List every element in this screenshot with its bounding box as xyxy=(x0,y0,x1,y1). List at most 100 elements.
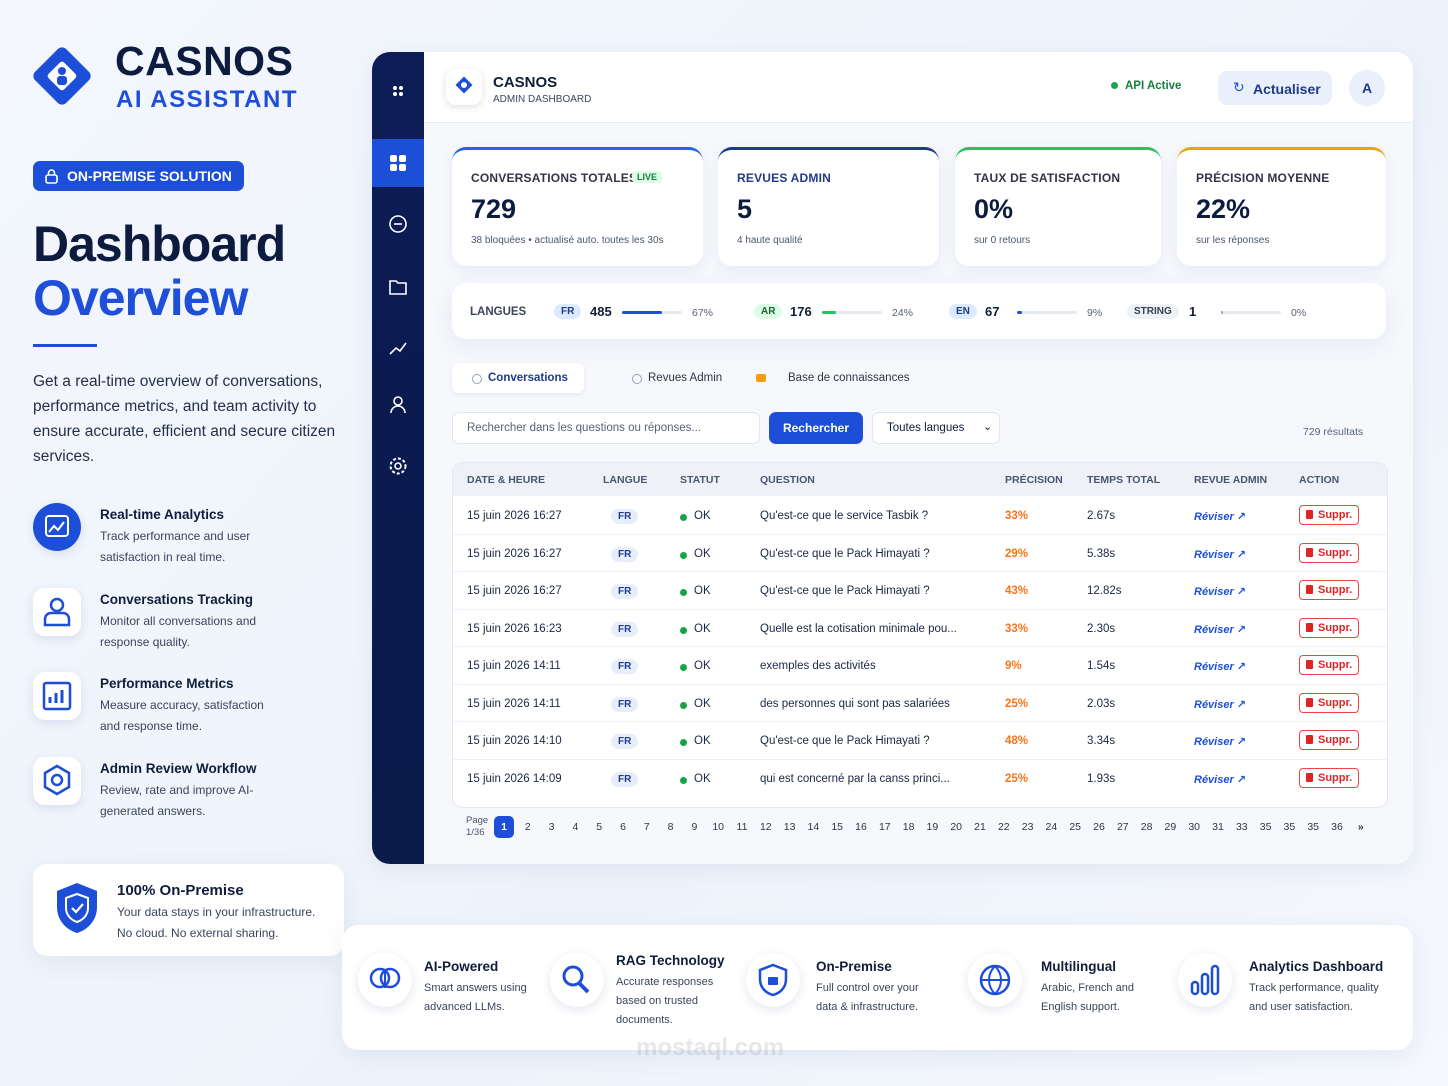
page-button[interactable]: 13 xyxy=(783,821,796,833)
page-button[interactable]: 14 xyxy=(807,821,820,833)
page-button[interactable]: 15 xyxy=(831,821,844,833)
share-label: 9% xyxy=(1087,307,1103,319)
review-link[interactable]: Réviser ↗ xyxy=(1194,698,1247,711)
delete-button[interactable]: Suppr. xyxy=(1299,580,1360,600)
sidebar-icon[interactable] xyxy=(388,81,408,106)
delete-button[interactable]: Suppr. xyxy=(1299,655,1360,675)
status-dot xyxy=(1111,82,1118,89)
page-button[interactable]: 11 xyxy=(736,821,748,833)
divider xyxy=(33,344,97,347)
page-button[interactable]: 19 xyxy=(926,821,939,833)
page-button[interactable]: 16 xyxy=(855,821,867,833)
page-button[interactable]: 4 xyxy=(572,821,579,833)
page-button[interactable]: 28 xyxy=(1140,821,1153,833)
sidebar-icon[interactable] xyxy=(388,276,408,301)
page-button[interactable]: 33 xyxy=(1235,821,1248,833)
sidebar-icon[interactable] xyxy=(388,395,408,420)
language-code: EN xyxy=(949,304,977,319)
delete-button[interactable]: Suppr. xyxy=(1299,617,1360,638)
page-button[interactable]: 36 xyxy=(1331,821,1343,833)
column-header: TEMPS TOTAL xyxy=(1087,474,1161,486)
refresh-button[interactable]: ↻ Actualiser xyxy=(1218,71,1332,105)
page-button[interactable]: 6 xyxy=(620,821,626,833)
feature-text: Track performance and user satisfaction … xyxy=(100,529,251,564)
brand-logo xyxy=(33,47,91,105)
page-button[interactable]: 18 xyxy=(902,821,915,833)
review-link[interactable]: Réviser ↗ xyxy=(1194,736,1247,748)
share-label: 67% xyxy=(692,307,714,319)
language-count: 485 xyxy=(590,304,612,319)
stat-card: CONVERSATIONS TOTALES LIVE 729 38 bloquées … xyxy=(452,147,703,266)
page-button[interactable]: 35 xyxy=(1283,821,1296,833)
status-dot xyxy=(680,551,687,559)
feature-text: Review, rate and improve AI-generated an… xyxy=(100,782,254,818)
page-button[interactable]: 12 xyxy=(759,821,772,833)
page-button[interactable]: 5 xyxy=(596,821,603,833)
delete-button[interactable]: Suppr. xyxy=(1299,730,1360,750)
review-link[interactable]: Réviser ↗ xyxy=(1194,661,1247,673)
feature-icon xyxy=(33,587,81,636)
page-button[interactable]: 23 xyxy=(1021,821,1034,833)
cell-date: 15 juin 2026 16:27 xyxy=(467,510,562,522)
page-button[interactable]: 17 xyxy=(878,821,891,833)
page-button[interactable]: 10 xyxy=(712,821,725,833)
page-button[interactable]: 27 xyxy=(1116,821,1129,833)
cell-time: 2.03s xyxy=(1087,697,1116,710)
feature-text: Measure accuracy, satisfaction and respo… xyxy=(100,698,264,733)
review-link[interactable]: Réviser ↗ xyxy=(1194,548,1247,561)
page-button[interactable]: 8 xyxy=(667,821,674,833)
sidebar-icon[interactable] xyxy=(388,456,408,481)
dashboard-window: CASNOS ADMIN DASHBOARD API Active ↻ Actu… xyxy=(372,52,1413,864)
page-button[interactable]: 3 xyxy=(548,821,555,833)
status-dot xyxy=(680,514,687,521)
page-button[interactable]: 7 xyxy=(643,821,650,833)
page-button[interactable]: 30 xyxy=(1188,821,1201,833)
cell-precision: 9% xyxy=(1005,660,1022,672)
feature-title: Performance Metrics xyxy=(100,676,234,691)
search-button[interactable]: Rechercher xyxy=(769,412,863,444)
search-input[interactable]: Rechercher dans les questions ou réponse… xyxy=(452,412,760,444)
tab[interactable]: Base de connaissances xyxy=(752,363,925,393)
page-button[interactable]: 22 xyxy=(997,821,1010,833)
promise-title: 100% On-Premise xyxy=(117,882,244,899)
page-button[interactable]: 21 xyxy=(974,821,986,833)
share-track xyxy=(1017,311,1077,314)
tab-icon xyxy=(472,374,482,384)
stat-card: TAUX DE SATISFACTION 0% sur 0 retours xyxy=(955,147,1161,266)
cell-question: Qu'est-ce que le Pack Himayati ? xyxy=(760,735,930,747)
tab-icon xyxy=(632,374,642,384)
language-filter[interactable]: Toutes langues ⌄ xyxy=(872,412,1000,444)
sidebar-icon[interactable] xyxy=(388,337,408,362)
sidebar-icon[interactable] xyxy=(388,214,408,239)
page-button[interactable]: 20 xyxy=(950,821,963,833)
page-button[interactable]: 2 xyxy=(524,821,531,833)
tab[interactable]: Revues Admin xyxy=(612,363,738,393)
page-button[interactable]: 24 xyxy=(1045,821,1058,833)
sidebar-icon[interactable] xyxy=(388,153,408,178)
page-button[interactable]: 9 xyxy=(691,821,698,833)
cell-question: Qu'est-ce que le service Tasbik ? xyxy=(760,510,929,522)
next-page[interactable]: » xyxy=(1357,821,1364,833)
cell-language: FR xyxy=(611,659,639,674)
review-link[interactable]: Réviser ↗ xyxy=(1194,773,1247,786)
review-link[interactable]: Réviser ↗ xyxy=(1194,586,1247,598)
review-link[interactable]: Réviser ↗ xyxy=(1194,623,1247,636)
tab[interactable]: Conversations xyxy=(452,363,584,393)
delete-button[interactable]: Suppr. xyxy=(1299,767,1360,788)
page-button[interactable]: 35 xyxy=(1259,821,1272,833)
page-button[interactable]: 1 xyxy=(494,816,514,838)
review-link[interactable]: Réviser ↗ xyxy=(1194,511,1247,523)
trash-icon xyxy=(1306,547,1313,557)
delete-button[interactable]: Suppr. xyxy=(1299,505,1360,525)
page-button[interactable]: 35 xyxy=(1307,821,1320,833)
sidebar xyxy=(372,52,424,864)
page-button[interactable]: 31 xyxy=(1212,821,1224,833)
page-button[interactable]: 25 xyxy=(1069,821,1082,833)
avatar[interactable]: A xyxy=(1349,70,1385,106)
stat-value: 22% xyxy=(1196,194,1251,224)
delete-button[interactable]: Suppr. xyxy=(1299,542,1360,563)
delete-button[interactable]: Suppr. xyxy=(1299,692,1360,713)
page-button[interactable]: 26 xyxy=(1093,821,1105,833)
page-button[interactable]: 29 xyxy=(1164,821,1177,833)
